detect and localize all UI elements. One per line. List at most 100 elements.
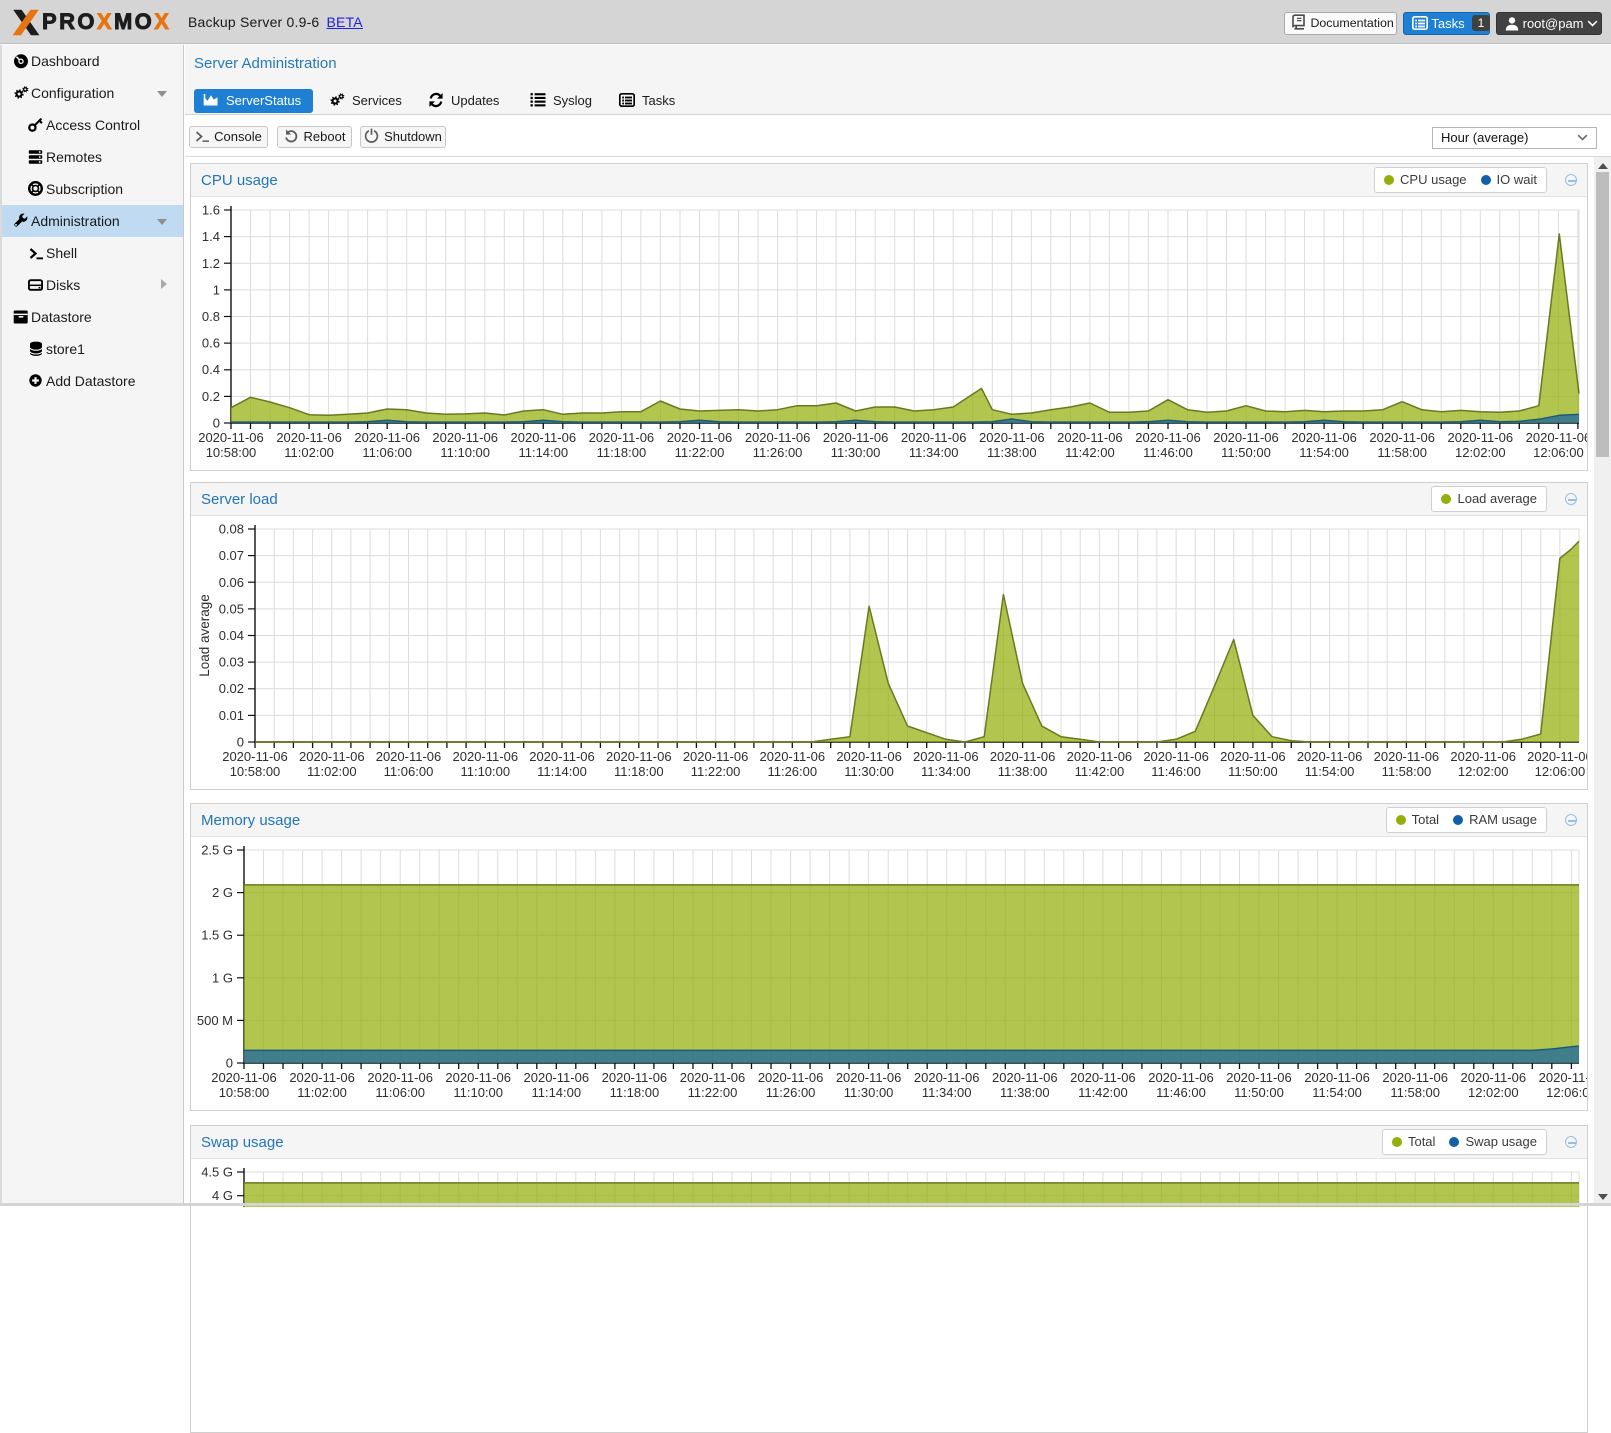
svg-text:11:58:00: 11:58:00 [1382,764,1432,779]
svg-text:2020-11-06: 2020-11-06 [299,749,365,764]
svg-text:2020-11-06: 2020-11-06 [198,430,264,445]
svg-text:11:18:00: 11:18:00 [597,445,647,460]
svg-text:11:42:00: 11:42:00 [1078,1085,1128,1100]
svg-text:11:34:00: 11:34:00 [909,445,959,460]
svg-text:11:50:00: 11:50:00 [1221,445,1271,460]
svg-text:2020-11-06: 2020-11-06 [1461,1070,1527,1085]
svg-text:2020-11-06: 2020-11-06 [445,1070,511,1085]
svg-text:2020-11-06: 2020-11-06 [990,749,1056,764]
svg-text:11:34:00: 11:34:00 [921,764,971,779]
svg-text:12:06:00: 12:06:00 [1546,1085,1587,1100]
svg-text:11:30:00: 11:30:00 [844,764,894,779]
svg-text:0.02: 0.02 [219,681,244,696]
svg-text:2020-11-06: 2020-11-06 [914,1070,980,1085]
svg-text:4.5 G: 4.5 G [201,1165,233,1180]
svg-text:11:14:00: 11:14:00 [518,445,568,460]
svg-text:2020-11-06: 2020-11-06 [1220,749,1286,764]
svg-text:0.05: 0.05 [219,601,244,616]
svg-text:11:46:00: 11:46:00 [1151,764,1201,779]
svg-text:0.03: 0.03 [219,655,244,670]
svg-text:11:54:00: 11:54:00 [1312,1085,1362,1100]
svg-text:2020-11-06: 2020-11-06 [1135,430,1201,445]
svg-text:2020-11-06: 2020-11-06 [276,430,342,445]
svg-text:1.5 G: 1.5 G [201,928,233,943]
svg-text:2020-11-06: 2020-11-06 [1291,430,1357,445]
svg-text:10:58:00: 10:58:00 [206,445,257,460]
svg-text:2020-11-06: 2020-11-06 [1382,1070,1448,1085]
svg-text:11:18:00: 11:18:00 [610,1085,660,1100]
svg-text:11:10:00: 11:10:00 [440,445,490,460]
svg-text:12:06:00: 12:06:00 [1533,445,1584,460]
svg-text:2020-11-06: 2020-11-06 [760,749,826,764]
svg-text:2020-11-06: 2020-11-06 [1148,1070,1214,1085]
svg-text:2020-11-06: 2020-11-06 [913,749,979,764]
svg-text:2020-11-06: 2020-11-06 [1448,430,1514,445]
svg-text:11:42:00: 11:42:00 [1065,445,1115,460]
svg-text:11:18:00: 11:18:00 [614,764,664,779]
svg-text:2020-11-06: 2020-11-06 [836,1070,902,1085]
svg-text:11:38:00: 11:38:00 [998,764,1048,779]
svg-text:2020-11-06: 2020-11-06 [1067,749,1133,764]
svg-text:12:02:00: 12:02:00 [1458,764,1509,779]
svg-text:2020-11-06: 2020-11-06 [901,430,967,445]
svg-text:0.2: 0.2 [202,389,220,404]
svg-text:11:02:00: 11:02:00 [297,1085,347,1100]
svg-text:11:38:00: 11:38:00 [1000,1085,1050,1100]
svg-text:2020-11-06: 2020-11-06 [1539,1070,1587,1085]
svg-text:2020-11-06: 2020-11-06 [354,430,420,445]
svg-text:1 G: 1 G [212,970,233,985]
svg-text:1: 1 [213,282,220,297]
svg-text:0: 0 [237,735,244,750]
svg-text:2020-11-06: 2020-11-06 [211,1070,277,1085]
svg-text:11:26:00: 11:26:00 [753,445,803,460]
svg-text:11:22:00: 11:22:00 [675,445,725,460]
svg-text:Load average: Load average [197,594,212,677]
svg-text:2020-11-06: 2020-11-06 [979,430,1045,445]
svg-text:11:30:00: 11:30:00 [831,445,881,460]
svg-text:2020-11-06: 2020-11-06 [1526,430,1587,445]
svg-text:11:54:00: 11:54:00 [1305,764,1355,779]
svg-text:11:58:00: 11:58:00 [1377,445,1427,460]
svg-text:2020-11-06: 2020-11-06 [1070,1070,1136,1085]
svg-text:2020-11-06: 2020-11-06 [524,1070,590,1085]
svg-text:11:22:00: 11:22:00 [688,1085,738,1100]
svg-text:1.6: 1.6 [202,203,220,218]
svg-text:11:14:00: 11:14:00 [531,1085,581,1100]
svg-text:12:02:00: 12:02:00 [1455,445,1506,460]
svg-text:10:58:00: 10:58:00 [219,1085,270,1100]
svg-text:0: 0 [226,1056,233,1071]
svg-text:11:06:00: 11:06:00 [375,1085,425,1100]
svg-text:2020-11-06: 2020-11-06 [1213,430,1279,445]
svg-text:2020-11-06: 2020-11-06 [992,1070,1058,1085]
svg-text:2020-11-06: 2020-11-06 [602,1070,668,1085]
svg-text:2020-11-06: 2020-11-06 [1450,749,1516,764]
svg-text:0.6: 0.6 [202,336,220,351]
svg-text:2020-11-06: 2020-11-06 [1527,749,1587,764]
svg-text:2020-11-06: 2020-11-06 [367,1070,433,1085]
svg-text:0.06: 0.06 [219,575,244,590]
svg-text:2020-11-06: 2020-11-06 [1297,749,1363,764]
svg-text:2020-11-06: 2020-11-06 [1057,430,1123,445]
svg-text:0.01: 0.01 [219,708,244,723]
svg-text:11:10:00: 11:10:00 [460,764,510,779]
svg-text:2020-11-06: 2020-11-06 [745,430,811,445]
svg-text:2020-11-06: 2020-11-06 [1374,749,1440,764]
svg-text:2020-11-06: 2020-11-06 [758,1070,824,1085]
svg-text:2020-11-06: 2020-11-06 [606,749,672,764]
svg-text:11:06:00: 11:06:00 [384,764,434,779]
svg-text:11:50:00: 11:50:00 [1234,1085,1284,1100]
svg-text:10:58:00: 10:58:00 [230,764,281,779]
svg-text:0.08: 0.08 [219,522,244,537]
svg-text:2020-11-06: 2020-11-06 [683,749,749,764]
svg-text:1.2: 1.2 [202,256,220,271]
svg-text:0: 0 [213,416,220,431]
svg-text:4 G: 4 G [212,1188,233,1203]
svg-text:11:54:00: 11:54:00 [1299,445,1349,460]
svg-text:1.4: 1.4 [202,229,220,244]
svg-text:2020-11-06: 2020-11-06 [836,749,902,764]
svg-text:12:06:00: 12:06:00 [1535,764,1586,779]
svg-text:11:46:00: 11:46:00 [1143,445,1193,460]
svg-text:2020-11-06: 2020-11-06 [1226,1070,1292,1085]
svg-text:2020-11-06: 2020-11-06 [376,749,442,764]
svg-text:2020-11-06: 2020-11-06 [511,430,577,445]
